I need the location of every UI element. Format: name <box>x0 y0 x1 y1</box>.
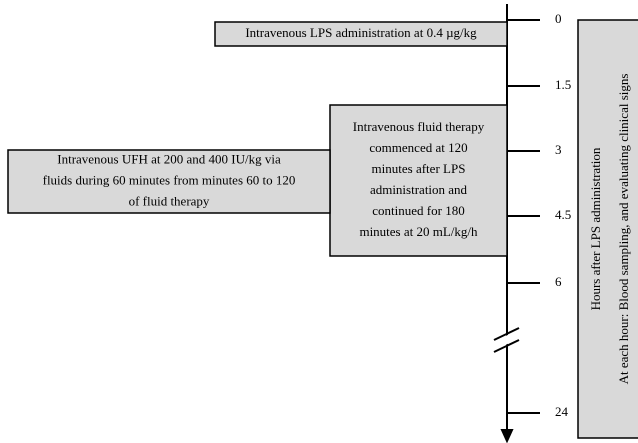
tick-label: 0 <box>555 11 562 26</box>
tick-label: 6 <box>555 274 562 289</box>
box-text: Intravenous LPS administration at 0.4 µg… <box>245 25 477 40</box>
axis-arrow <box>500 429 514 443</box>
box-text: of fluid therapy <box>129 193 210 208</box>
box-text: Intravenous fluid therapy <box>353 119 485 134</box>
box-text: minutes after LPS <box>372 161 466 176</box>
box-text: continued for 180 <box>372 203 464 218</box>
tick-label: 3 <box>555 142 562 157</box>
break-mark <box>493 339 520 353</box>
tick-label: 1.5 <box>555 77 571 92</box>
box-text: minutes at 20 mL/kg/h <box>359 224 478 239</box>
side-note-text: Hours after LPS administration <box>588 147 603 310</box>
lps-box <box>214 21 508 47</box>
side-note-box <box>577 19 638 439</box>
ufh-box <box>7 149 331 214</box>
fluid-box <box>329 104 508 257</box>
break-gap <box>492 330 521 350</box>
box-text: administration and <box>370 182 468 197</box>
box-text: fluids during 60 minutes from minutes 60… <box>43 172 296 187</box>
tick-label: 24 <box>555 404 569 419</box>
tick-label: 4.5 <box>555 207 571 222</box>
side-note-text: At each hour: Blood sampling, and evalua… <box>616 74 631 385</box>
box-text: Intravenous UFH at 200 and 400 IU/kg via <box>57 151 281 166</box>
box-text: commenced at 120 <box>369 140 467 155</box>
break-mark <box>493 327 520 341</box>
